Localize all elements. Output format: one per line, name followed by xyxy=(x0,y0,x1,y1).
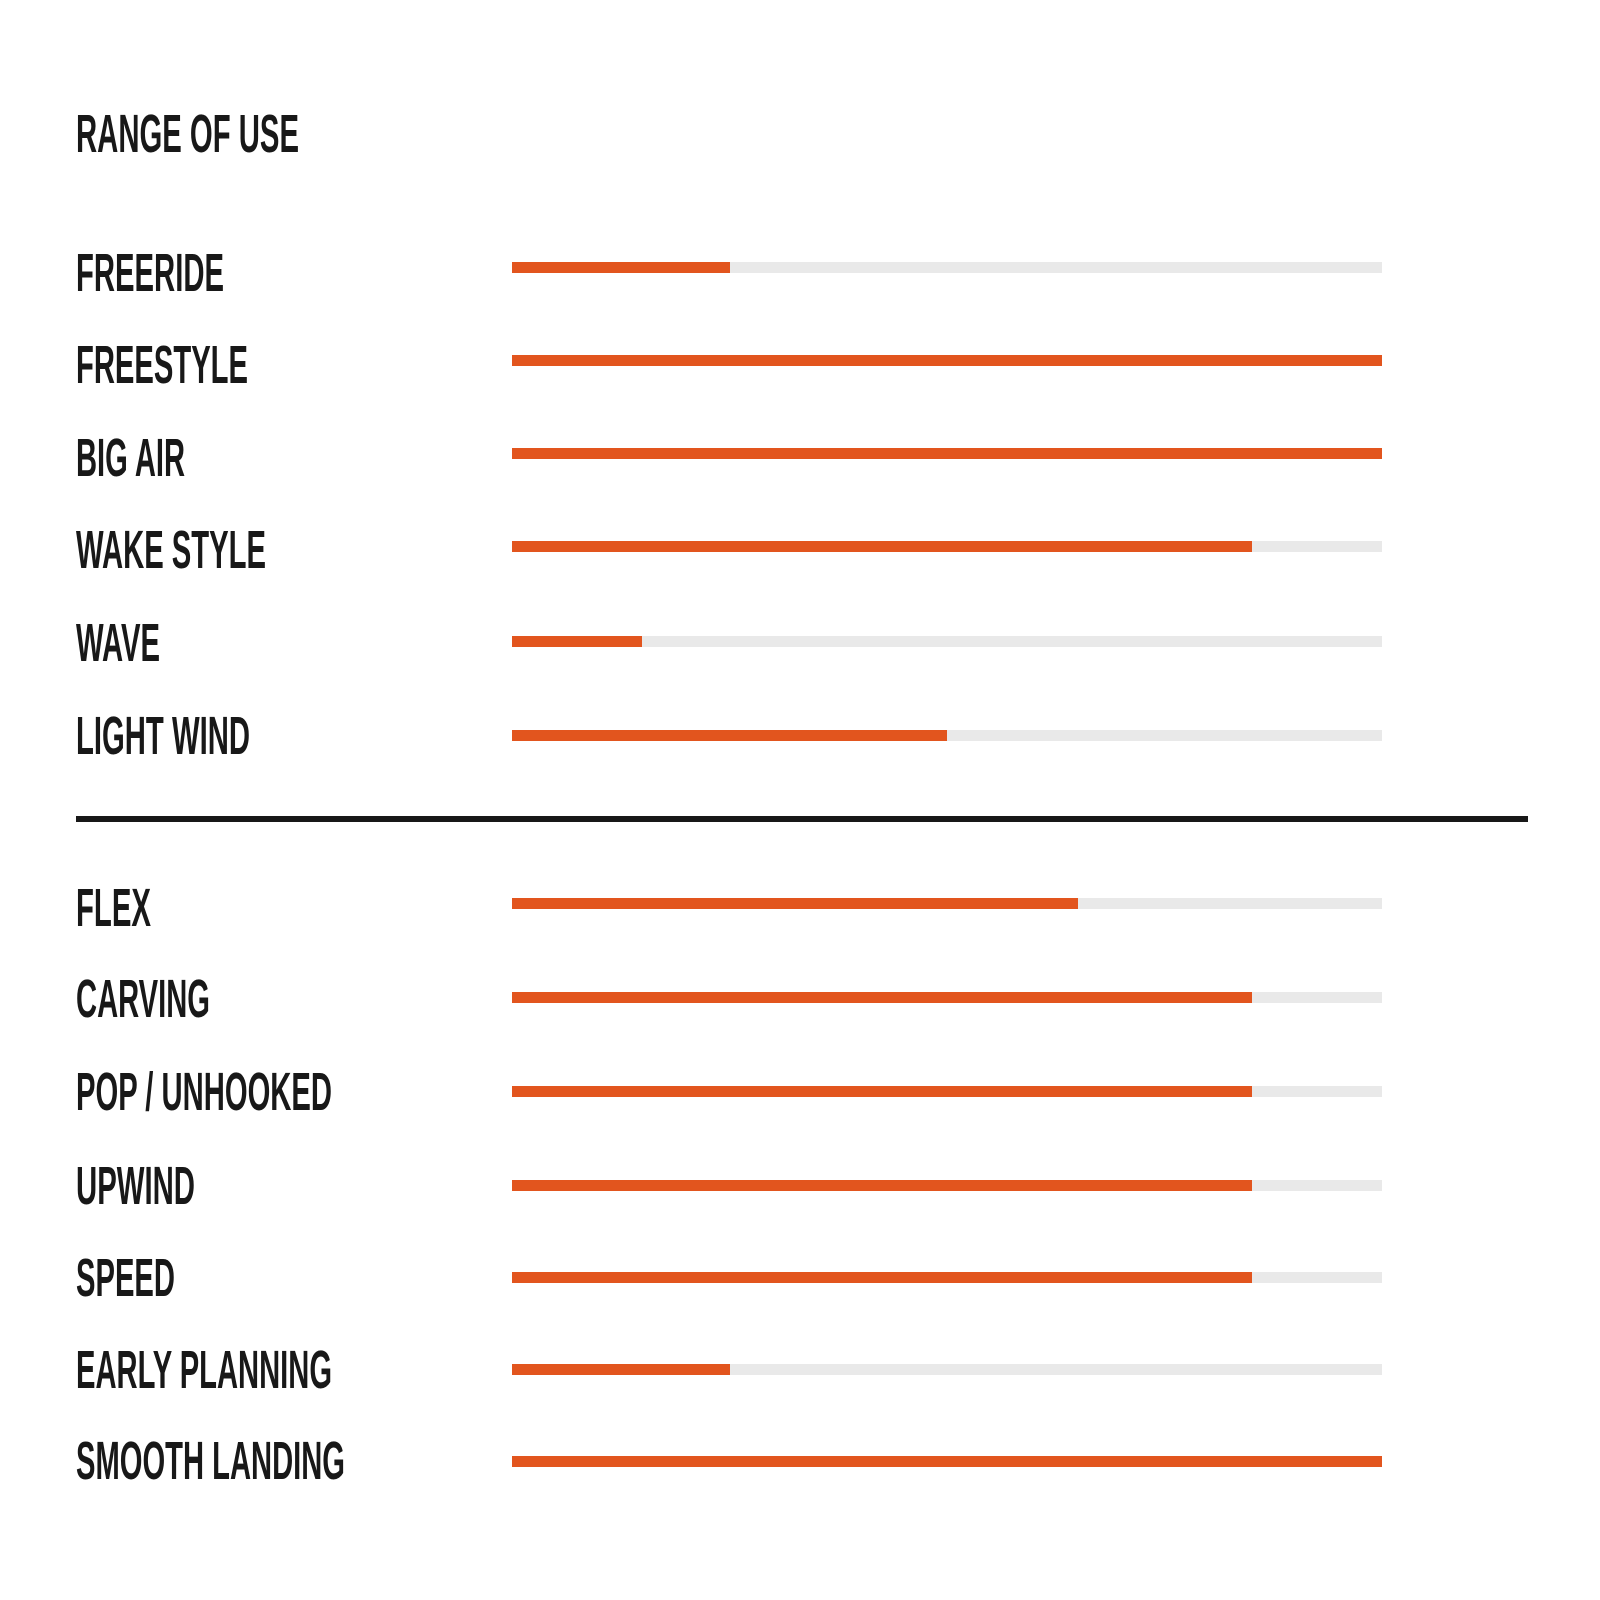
svg-text:FREERIDE: FREERIDE xyxy=(76,243,224,303)
svg-text:SPEED: SPEED xyxy=(76,1248,175,1308)
svg-text:WAVE: WAVE xyxy=(76,613,160,673)
svg-text:UPWIND: UPWIND xyxy=(76,1156,195,1216)
svg-text:SMOOTH LANDING: SMOOTH LANDING xyxy=(76,1431,345,1491)
svg-text:WAKE STYLE: WAKE STYLE xyxy=(76,520,266,580)
svg-text:FREESTYLE: FREESTYLE xyxy=(76,335,248,395)
svg-text:POP / UNHOOKED: POP / UNHOOKED xyxy=(76,1062,332,1122)
svg-text:LIGHT WIND: LIGHT WIND xyxy=(76,706,250,766)
svg-text:EARLY PLANNING: EARLY PLANNING xyxy=(76,1340,332,1400)
svg-text:BIG AIR: BIG AIR xyxy=(76,428,185,488)
svg-text:FLEX: FLEX xyxy=(76,878,151,938)
svg-text:CARVING: CARVING xyxy=(76,969,210,1029)
svg-text:RANGE OF USE: RANGE OF USE xyxy=(76,104,299,164)
